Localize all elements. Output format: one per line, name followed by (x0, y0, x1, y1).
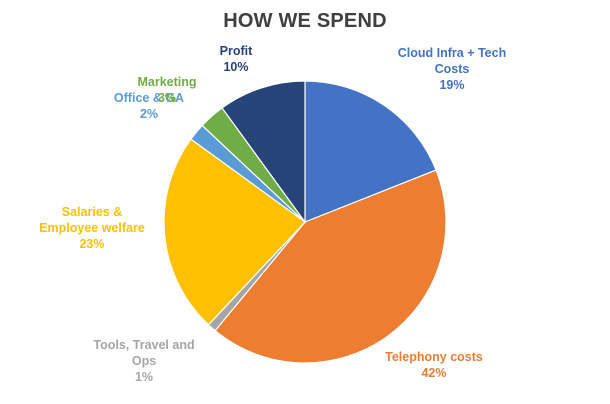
data-label-marketing: Marketing 3% (137, 75, 196, 105)
data-label-salaries-employee-welfare: Salaries & Employee welfare 23% (39, 205, 145, 251)
data-label-office-ga: Office & GA 2% (114, 91, 184, 121)
pie-slice-cloud-infra-tech-costs (304, 80, 437, 223)
data-label-cloud-infra-tech-costs: Cloud Infra + Tech Costs 19% (398, 46, 506, 92)
pie-slice-profit (221, 80, 306, 224)
data-label-profit: Profit 10% (220, 44, 253, 74)
pie-slice-salaries-employee-welfare (163, 138, 306, 326)
data-label-telephony-costs: Telephony costs 42% (385, 350, 483, 380)
data-label-tools-travel-and-ops: Tools, Travel and Ops 1% (93, 338, 194, 384)
chart-title: HOW WE SPEND (223, 10, 387, 32)
pie-slice-telephony-costs (214, 169, 447, 364)
